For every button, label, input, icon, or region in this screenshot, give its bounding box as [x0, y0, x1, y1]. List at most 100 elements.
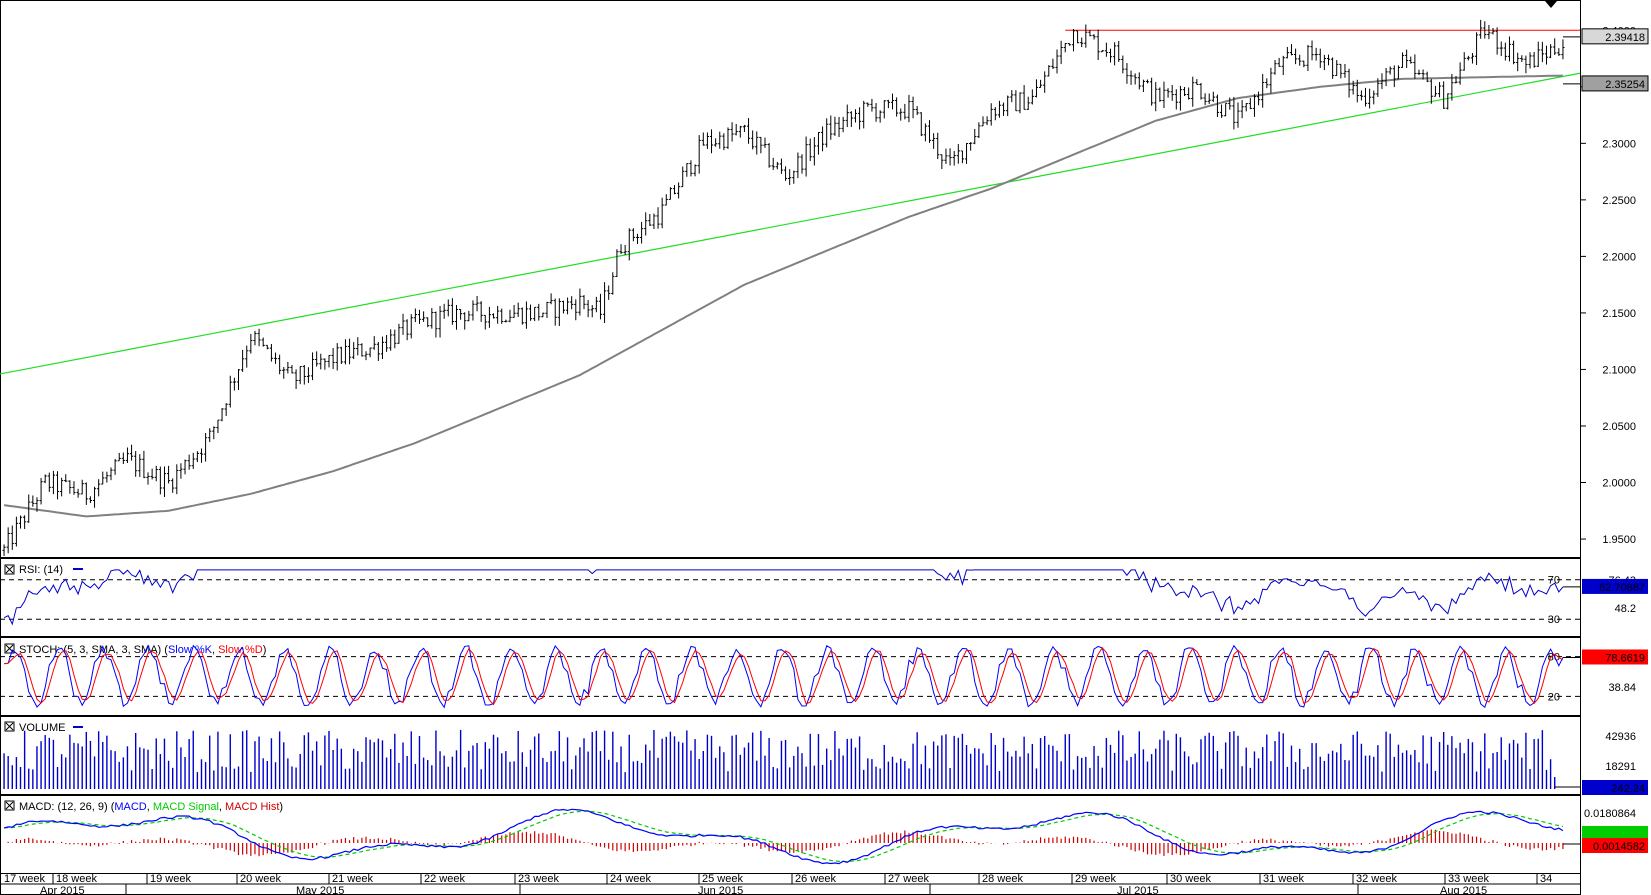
ohlc-bar [1117, 40, 1121, 62]
ohlc-bar [1187, 87, 1191, 100]
ohlc-bar [55, 471, 60, 500]
ohlc-bar [516, 302, 520, 317]
ohlc-bar [812, 137, 816, 166]
ohlc-bar [553, 298, 557, 326]
week-label: 30 week [1170, 873, 1211, 885]
ohlc-bar [1458, 62, 1462, 85]
ohlc-bar [771, 157, 775, 170]
ohlc-bar [866, 102, 870, 107]
ohlc-bar [775, 161, 779, 170]
ohlc-bar [1129, 70, 1133, 85]
ohlc-bar [51, 470, 56, 495]
rsi-pane: RSI: (14) 703076.4348.262.70887 [0, 558, 1648, 637]
ohlc-bar [1100, 50, 1104, 53]
ohlc-bar [989, 103, 993, 126]
ohlc-bar [652, 213, 656, 230]
ohlc-bar [1528, 52, 1532, 69]
ohlc-bar [282, 367, 286, 379]
ohlc-bar [1145, 79, 1150, 84]
ohlc-bar [533, 306, 537, 322]
volume-value-text: 242.24 [1611, 783, 1645, 795]
macd-value-box [1582, 838, 1648, 853]
price-axis-tick-label: 2.2000 [1602, 251, 1636, 263]
ohlc-bar [327, 354, 331, 368]
ohlc-bar [1400, 52, 1405, 68]
ohlc-bar [257, 328, 261, 347]
ohlc-bar [800, 154, 804, 174]
ohlc-bar [759, 136, 763, 154]
volume-title: VOLUME [19, 722, 65, 734]
ohlc-bar [1429, 78, 1433, 104]
x-axis: 17 week 18 week 19 week 20 week 21 week 22 we… [0, 873, 1581, 895]
ohlc-bar [726, 127, 730, 149]
ohlc-bar [1273, 59, 1277, 75]
ohlc-bar [1162, 81, 1166, 109]
ohlc-bar [47, 472, 51, 492]
month-label: May 2015 [296, 885, 344, 895]
ohlc-bar [1466, 55, 1470, 61]
ohlc-bar [113, 459, 117, 475]
ohlc-bar [1166, 88, 1170, 98]
ohlc-bar [627, 228, 631, 261]
ohlc-bar [1006, 95, 1010, 117]
ohlc-bar [557, 298, 561, 326]
rsi-close-icon-cross [5, 565, 14, 574]
price-axis: 2.35002.30002.25002.20002.15002.10002.05… [1580, 25, 1636, 546]
ohlc-bar [1108, 48, 1113, 63]
ohlc-bar [1392, 65, 1396, 88]
last-price-label: 2.39418 [1581, 28, 1649, 45]
macd-signal-value-box [1582, 826, 1648, 838]
ohlc-bar [142, 450, 146, 479]
ohlc-bar [1442, 81, 1446, 109]
ohlc-bar [1368, 88, 1372, 109]
ohlc-bar [631, 228, 635, 242]
ohlc-bar [129, 444, 134, 461]
ohlc-bar [1075, 30, 1080, 44]
ohlc-bar [1281, 55, 1285, 76]
volume-axis-label: 42936 [1605, 731, 1636, 743]
ohlc-bar [742, 124, 747, 132]
scroll-marker-icon[interactable] [1545, 1, 1557, 8]
sma-value-label-text: 2.35254 [1605, 79, 1645, 91]
ohlc-bar [1516, 52, 1520, 72]
ohlc-bar [1195, 79, 1199, 86]
rsi-series: 703076.4348.262.70887 [0, 569, 1648, 626]
ohlc-bar [1413, 54, 1417, 79]
ohlc-bar [1121, 55, 1125, 74]
macd-sep2: , [219, 801, 225, 813]
week-label: 26 week [795, 873, 836, 885]
ohlc-bar [767, 143, 771, 168]
ohlc-bar [1495, 27, 1499, 55]
ohlc-bar [43, 474, 47, 484]
ohlc-bar [27, 494, 31, 523]
ohlc-bar [997, 100, 1002, 118]
ohlc-bar [668, 187, 672, 200]
ohlc-bar [1010, 90, 1014, 103]
ohlc-bar [697, 135, 701, 174]
ohlc-bar [977, 122, 981, 139]
ohlc-bar [895, 97, 899, 117]
ohlc-bar [1384, 67, 1388, 87]
ohlc-bar [948, 148, 952, 166]
rsi-level-label: 30 [1548, 614, 1560, 626]
ohlc-bar [1071, 28, 1076, 52]
ohlc-bar [1359, 90, 1363, 101]
ohlc-bar [944, 148, 948, 164]
ohlc-bar [101, 471, 105, 485]
ohlc-bar [660, 197, 664, 229]
ohlc-bar [1191, 76, 1195, 107]
ohlc-bar [212, 426, 216, 440]
ohlc-bar [1170, 85, 1174, 101]
ohlc-bar [35, 497, 39, 512]
ohlc-bar [175, 464, 179, 495]
ohlc-bar [290, 365, 294, 374]
ohlc-bar [1310, 40, 1314, 61]
ohlc-bar [1306, 44, 1310, 71]
week-label: 24 week [610, 873, 651, 885]
ohlc-bar [1113, 42, 1117, 66]
ohlc-bar [343, 339, 348, 365]
ohlc-bar [1174, 89, 1178, 110]
ohlc-bar [1240, 100, 1244, 119]
ohlc-bar [1540, 41, 1544, 63]
